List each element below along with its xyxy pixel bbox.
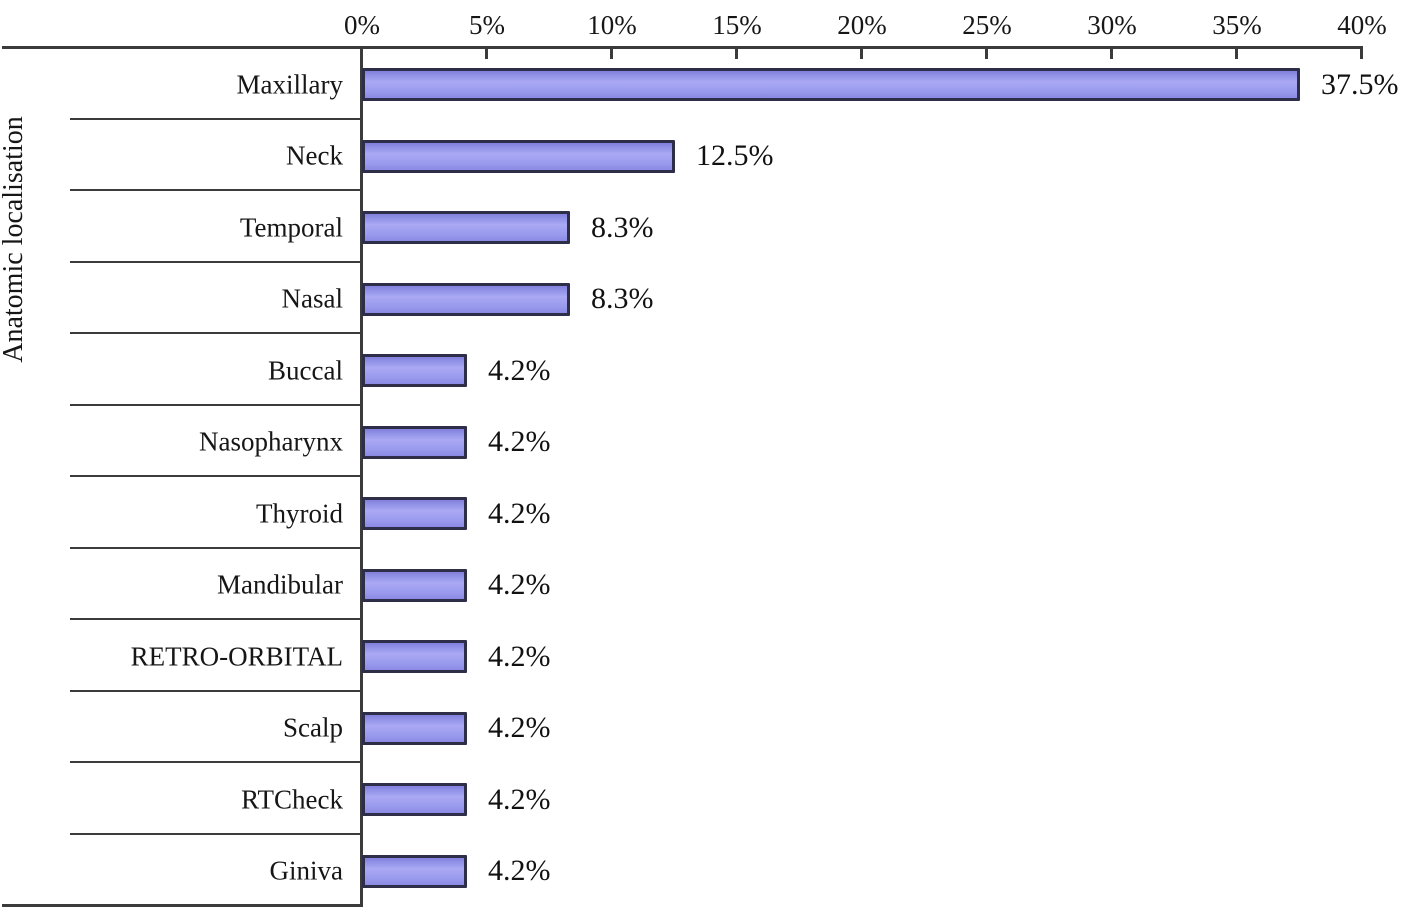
x-axis-tick-label: 0%: [344, 10, 380, 40]
value-label: 4.2%: [488, 497, 551, 530]
x-axis-tick-label: 25%: [962, 10, 1012, 40]
x-axis-tick-label: 15%: [712, 10, 762, 40]
x-axis-tick-label: 10%: [587, 10, 637, 40]
bar: [362, 569, 467, 602]
bar: [362, 497, 467, 530]
bar: [362, 211, 570, 244]
bottom-frame-line: [2, 904, 363, 907]
bar: [362, 855, 467, 888]
value-label: 4.2%: [488, 568, 551, 601]
category-label: RTCheck: [241, 784, 343, 815]
category-separator-line: [70, 118, 360, 120]
value-label: 12.5%: [696, 139, 774, 172]
x-axis-tick: [860, 46, 863, 59]
category-separator-line: [70, 761, 360, 763]
x-axis-tick-label: 30%: [1087, 10, 1137, 40]
category-label: Temporal: [239, 212, 343, 243]
value-label: 4.2%: [488, 711, 551, 744]
x-axis-line: [2, 46, 1363, 49]
value-label: 4.2%: [488, 783, 551, 816]
category-separator-line: [70, 189, 360, 191]
bar: [362, 712, 467, 745]
value-label: 37.5%: [1321, 68, 1399, 101]
x-axis-tick: [610, 46, 613, 59]
x-axis-tick: [1235, 46, 1238, 59]
value-label: 4.2%: [488, 425, 551, 458]
x-axis-tick-label: 40%: [1337, 10, 1387, 40]
x-axis-tick: [485, 46, 488, 59]
category-label: Mandibular: [217, 569, 343, 600]
category-label: Giniva: [269, 855, 344, 886]
value-label: 4.2%: [488, 854, 551, 887]
category-label: Nasal: [281, 283, 343, 314]
category-separator-line: [70, 690, 360, 692]
category-separator-line: [70, 332, 360, 334]
bar: [362, 783, 467, 816]
value-label: 4.2%: [488, 640, 551, 673]
bar: [362, 283, 570, 316]
x-axis-tick: [735, 46, 738, 59]
category-separator-line: [70, 618, 360, 620]
category-separator-line: [70, 833, 360, 835]
bar: [362, 68, 1300, 101]
x-axis-tick: [1110, 46, 1113, 59]
bar: [362, 426, 467, 459]
value-axis-line: [360, 46, 363, 907]
x-axis-tick-label: 5%: [469, 10, 505, 40]
value-label: 8.3%: [591, 211, 654, 244]
category-label: Maxillary: [236, 69, 343, 100]
x-axis-tick-label: 20%: [837, 10, 887, 40]
bar: [362, 140, 675, 173]
bar: [362, 354, 467, 387]
bar: [362, 640, 467, 673]
category-label: Thyroid: [256, 498, 343, 529]
x-axis-tick: [1360, 46, 1363, 59]
value-label: 4.2%: [488, 354, 551, 387]
category-label: Scalp: [283, 712, 343, 743]
category-label: Nasopharynx: [199, 426, 343, 457]
value-label: 8.3%: [591, 282, 654, 315]
category-separator-line: [70, 404, 360, 406]
category-label: Neck: [286, 140, 343, 171]
category-label: RETRO-ORBITAL: [130, 641, 343, 672]
category-separator-line: [70, 547, 360, 549]
x-axis-tick-label: 35%: [1212, 10, 1262, 40]
category-separator-line: [70, 475, 360, 477]
x-axis-tick: [985, 46, 988, 59]
category-label: Buccal: [268, 355, 343, 386]
category-separator-line: [70, 261, 360, 263]
